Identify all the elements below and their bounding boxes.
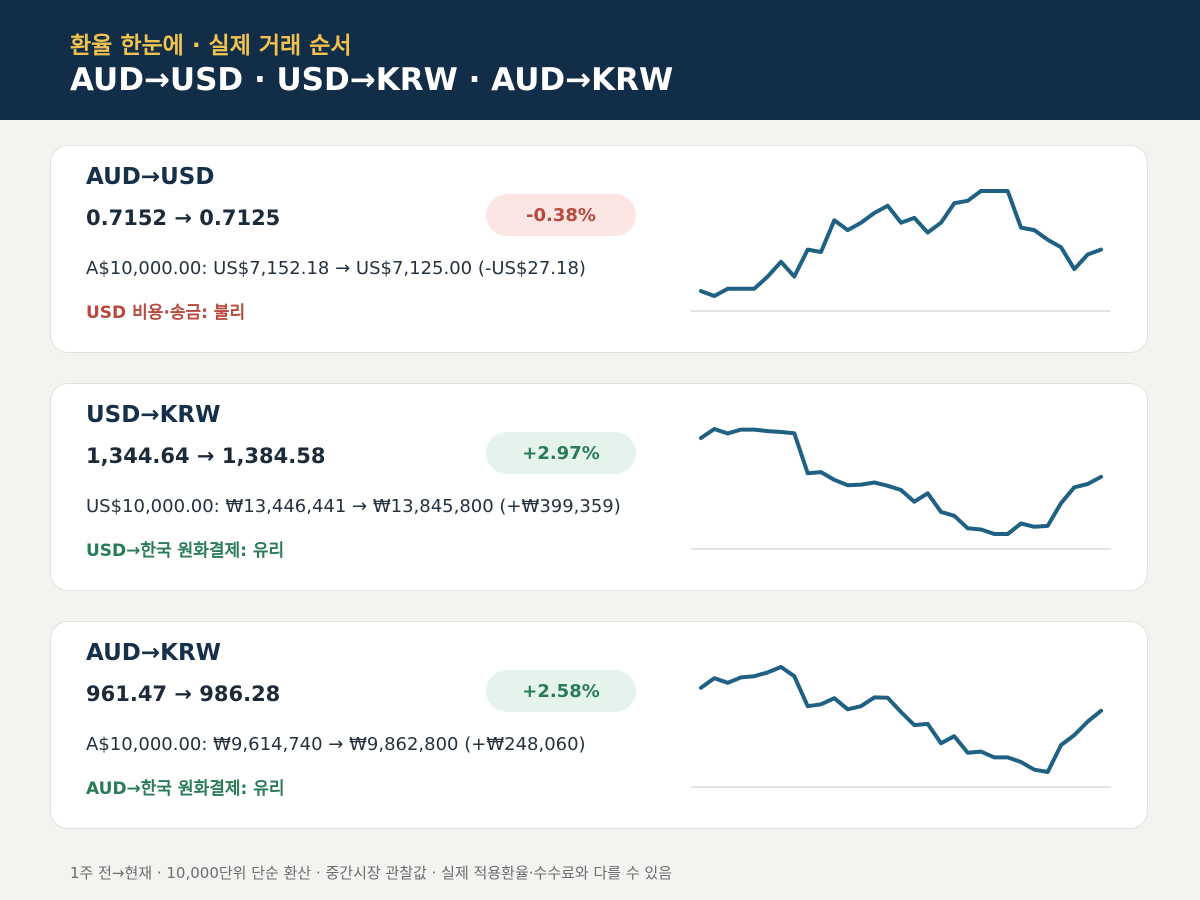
verdict-label: USD 비용·송금: 불리: [86, 303, 246, 323]
rate-card-aud-krw: AUD→KRW 961.47 → 986.28 +2.58% A$10,000.…: [50, 621, 1148, 829]
page-title: AUD→USD · USD→KRW · AUD→KRW: [70, 62, 674, 98]
sparkline-series-line: [699, 427, 1103, 536]
conversion-example: A$10,000.00: US$7,152.18 → US$7,125.00 (…: [86, 258, 586, 279]
footer-note: 1주 전→현재 · 10,000단위 단순 환산 · 중간시장 관찰값 · 실제…: [70, 864, 673, 882]
rate-card-usd-krw: USD→KRW 1,344.64 → 1,384.58 +2.97% US$10…: [50, 383, 1148, 591]
sparkline-chart: [691, 665, 1111, 788]
change-percent-badge: -0.38%: [486, 194, 636, 236]
header-bar: 환율 한눈에 · 실제 거래 순서 AUD→USD · USD→KRW · AU…: [0, 0, 1200, 120]
rate-change-values: 961.47 → 986.28: [86, 682, 281, 706]
sparkline-chart: [691, 189, 1111, 312]
page-subtitle: 환율 한눈에 · 실제 거래 순서: [70, 33, 352, 59]
sparkline-chart: [691, 427, 1111, 550]
currency-pair-label: USD→KRW: [86, 402, 221, 428]
change-percent-badge: +2.58%: [486, 670, 636, 712]
sparkline-series-line: [699, 665, 1103, 774]
currency-pair-label: AUD→KRW: [86, 640, 222, 666]
rate-change-values: 0.7152 → 0.7125: [86, 206, 281, 230]
conversion-example: A$10,000.00: ₩9,614,740 → ₩9,862,800 (+₩…: [86, 734, 586, 755]
sparkline-series-line: [699, 189, 1103, 298]
rate-card-aud-usd: AUD→USD 0.7152 → 0.7125 -0.38% A$10,000.…: [50, 145, 1148, 353]
verdict-label: USD→한국 원화결제: 유리: [86, 541, 285, 561]
change-percent-badge: +2.97%: [486, 432, 636, 474]
verdict-label: AUD→한국 원화결제: 유리: [86, 779, 285, 799]
conversion-example: US$10,000.00: ₩13,446,441 → ₩13,845,800 …: [86, 496, 621, 517]
rate-change-values: 1,344.64 → 1,384.58: [86, 444, 326, 468]
currency-pair-label: AUD→USD: [86, 164, 215, 190]
